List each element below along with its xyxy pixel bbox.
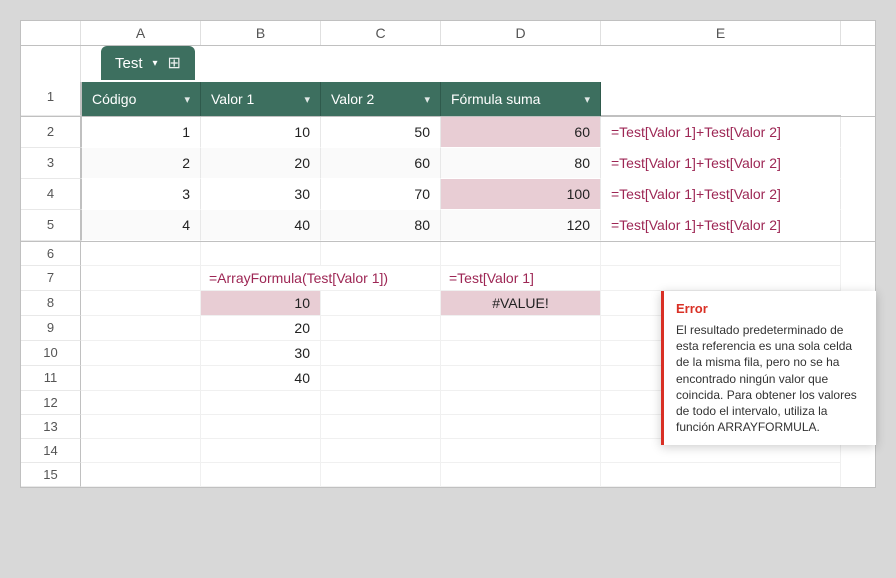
col-header-e[interactable]: E <box>601 21 841 45</box>
cell[interactable] <box>321 316 441 341</box>
cell[interactable] <box>601 266 841 291</box>
chevron-down-icon[interactable]: ▾ <box>184 93 190 106</box>
cell-value[interactable]: 20 <box>201 316 321 341</box>
table-row: 4 3 30 70 100 =Test[Valor 1]+Test[Valor … <box>21 179 875 210</box>
cell[interactable] <box>441 316 601 341</box>
error-tooltip: Error El resultado predeterminado de est… <box>661 291 876 445</box>
cell-testref[interactable]: =Test[Valor 1] <box>441 266 601 291</box>
row-header[interactable]: 12 <box>21 391 81 415</box>
cell[interactable] <box>441 341 601 366</box>
row-header[interactable]: 1 <box>21 82 81 116</box>
cell[interactable] <box>81 341 201 366</box>
cell-value[interactable]: 10 <box>201 291 321 316</box>
error-title: Error <box>676 301 864 316</box>
cell[interactable] <box>81 266 201 291</box>
cell[interactable] <box>441 242 601 266</box>
row-header[interactable]: 15 <box>21 463 81 487</box>
cell-error[interactable]: #VALUE! <box>441 291 601 316</box>
cell-formula[interactable]: =Test[Valor 1]+Test[Valor 2] <box>601 179 841 210</box>
table-row: 5 4 40 80 120 =Test[Valor 1]+Test[Valor … <box>21 210 875 242</box>
cell-formula[interactable]: =Test[Valor 1]+Test[Valor 2] <box>601 117 841 148</box>
cell-value[interactable]: 40 <box>201 366 321 391</box>
cell-formula[interactable]: =Test[Valor 1]+Test[Valor 2] <box>601 148 841 179</box>
cell-sum[interactable]: 100 <box>441 179 601 210</box>
cell[interactable]: 40 <box>201 210 321 241</box>
cell[interactable]: 50 <box>321 117 441 148</box>
table-row: 2 1 10 50 60 =Test[Valor 1]+Test[Valor 2… <box>21 117 875 148</box>
cell[interactable]: 3 <box>81 179 201 210</box>
tab-label: Test <box>115 55 143 72</box>
cell[interactable]: 60 <box>321 148 441 179</box>
col-header-a[interactable]: A <box>81 21 201 45</box>
cell-formula[interactable]: =Test[Valor 1]+Test[Valor 2] <box>601 210 841 241</box>
table-tab[interactable]: Test ▾ ⊞ <box>101 46 195 80</box>
row-header[interactable]: 3 <box>21 148 81 179</box>
corner-cell[interactable] <box>21 21 81 45</box>
col-formula[interactable]: Fórmula suma▾ <box>441 82 601 116</box>
cell[interactable]: 80 <box>321 210 441 241</box>
table-row: 3 2 20 60 80 =Test[Valor 1]+Test[Valor 2… <box>21 148 875 179</box>
row-header[interactable]: 14 <box>21 439 81 463</box>
cell[interactable]: 30 <box>201 179 321 210</box>
row-header[interactable]: 5 <box>21 210 81 241</box>
cell[interactable] <box>321 341 441 366</box>
cell-sum[interactable]: 120 <box>441 210 601 241</box>
row-header[interactable]: 7 <box>21 266 81 291</box>
row-header[interactable]: 4 <box>21 179 81 210</box>
row-header[interactable]: 2 <box>21 117 81 148</box>
table-header-row: 1 Código▾ Valor 1▾ Valor 2▾ Fórmula suma… <box>21 82 875 117</box>
col-valor1[interactable]: Valor 1▾ <box>201 82 321 116</box>
chevron-down-icon[interactable]: ▾ <box>153 58 158 69</box>
chevron-down-icon[interactable]: ▾ <box>584 93 590 106</box>
cell[interactable]: 1 <box>81 117 201 148</box>
cell-sum[interactable]: 80 <box>441 148 601 179</box>
error-body: El resultado predeterminado de esta refe… <box>676 322 864 435</box>
cell[interactable] <box>81 242 201 266</box>
row-header[interactable]: 11 <box>21 366 81 391</box>
row-header[interactable]: 9 <box>21 316 81 341</box>
col-header-c[interactable]: C <box>321 21 441 45</box>
chevron-down-icon[interactable]: ▾ <box>304 93 310 106</box>
cell[interactable] <box>201 242 321 266</box>
cell-arrayformula[interactable]: =ArrayFormula(Test[Valor 1]) <box>201 266 441 291</box>
cell-sum[interactable]: 60 <box>441 117 601 148</box>
cell[interactable] <box>601 242 841 266</box>
cell[interactable] <box>81 366 201 391</box>
cell[interactable] <box>81 316 201 341</box>
table-icon[interactable]: ⊞ <box>168 53 181 73</box>
cell[interactable] <box>441 366 601 391</box>
cell[interactable] <box>321 291 441 316</box>
cell[interactable]: 2 <box>81 148 201 179</box>
col-codigo[interactable]: Código▾ <box>81 82 201 116</box>
column-headers: A B C D E <box>21 21 875 46</box>
col-header-d[interactable]: D <box>441 21 601 45</box>
cell[interactable]: 20 <box>201 148 321 179</box>
cell[interactable]: 4 <box>81 210 201 241</box>
cell[interactable]: 10 <box>201 117 321 148</box>
col-header-b[interactable]: B <box>201 21 321 45</box>
chevron-down-icon[interactable]: ▾ <box>424 93 430 106</box>
cell[interactable]: 70 <box>321 179 441 210</box>
cell[interactable] <box>321 242 441 266</box>
row-header[interactable]: 13 <box>21 415 81 439</box>
cell[interactable] <box>81 291 201 316</box>
row-header[interactable]: 8 <box>21 291 81 316</box>
col-valor2[interactable]: Valor 2▾ <box>321 82 441 116</box>
cell[interactable] <box>321 366 441 391</box>
row-header[interactable]: 6 <box>21 242 81 266</box>
row-header[interactable]: 10 <box>21 341 81 366</box>
spreadsheet: A B C D E Test ▾ ⊞ 1 Código▾ Valor 1▾ Va… <box>20 20 876 488</box>
cell-value[interactable]: 30 <box>201 341 321 366</box>
